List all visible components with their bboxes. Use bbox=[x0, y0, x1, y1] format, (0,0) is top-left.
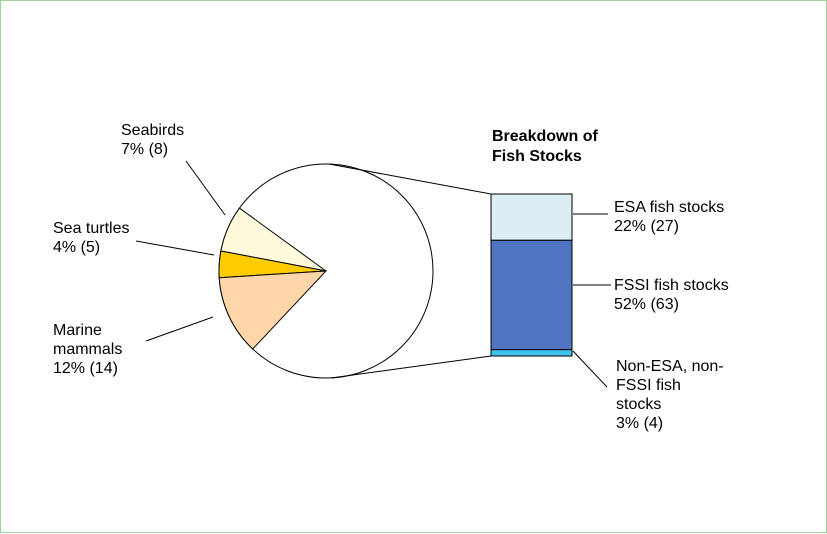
leader-line bbox=[185, 160, 226, 216]
slice-label: Seabirds bbox=[121, 122, 185, 139]
segment-value-label: 22% (27) bbox=[614, 218, 679, 235]
segment-label: FSSI fish stocks bbox=[614, 277, 729, 294]
bar-segment bbox=[490, 193, 573, 241]
leader-line bbox=[572, 350, 608, 388]
leader-line bbox=[145, 316, 214, 342]
slice-value-label: 12% (14) bbox=[53, 360, 118, 377]
breakdown-title: Breakdown of Fish Stocks bbox=[492, 128, 598, 165]
slice-value-label: 4% (5) bbox=[53, 239, 101, 256]
bar-segment bbox=[490, 349, 573, 357]
slice-label: Sea turtles bbox=[53, 220, 130, 237]
pie-slice bbox=[218, 270, 328, 350]
segment-label: Non-ESA, non-FSSI fish stocks bbox=[616, 358, 724, 413]
connector-line bbox=[328, 163, 492, 195]
segment-label: ESA fish stocks bbox=[614, 199, 725, 216]
bar-segment bbox=[490, 239, 573, 351]
slice-value-label: 7% (8) bbox=[121, 141, 169, 158]
leader-line bbox=[135, 240, 215, 256]
slice-label: Marine mammals bbox=[53, 322, 123, 358]
segment-value-label: 52% (63) bbox=[614, 296, 679, 313]
segment-value-label: 3% (4) bbox=[616, 415, 664, 432]
connector-line bbox=[330, 355, 492, 379]
